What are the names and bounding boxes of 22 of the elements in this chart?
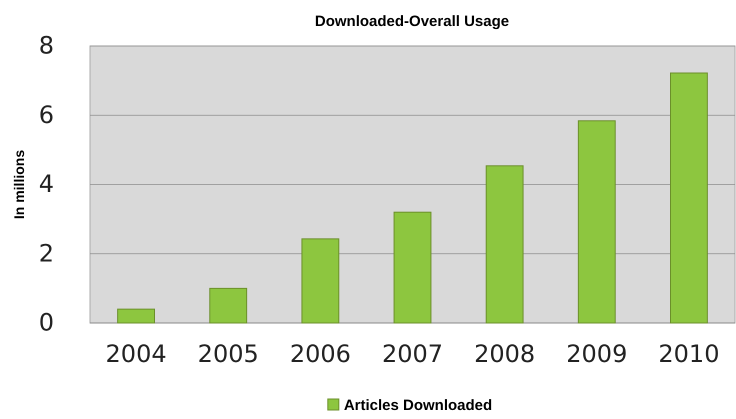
x-tick-label: 2006 — [290, 340, 351, 368]
bar — [578, 120, 616, 324]
x-tick-label: 2009 — [566, 340, 628, 368]
bar — [670, 72, 708, 324]
chart-title: Downloaded-Overall Usage — [314, 13, 510, 30]
bar — [486, 165, 524, 324]
bar — [209, 288, 248, 324]
y-axis-title: In millions — [11, 150, 27, 220]
x-tick-label: 2008 — [474, 340, 536, 368]
x-tick-label: 2004 — [106, 340, 167, 368]
y-tick-label: 2 — [38, 239, 54, 268]
legend-label: Articles Downloaded — [344, 397, 492, 414]
bar — [117, 308, 155, 324]
x-tick-label: 2005 — [198, 340, 259, 368]
y-tick-label: 8 — [38, 32, 54, 60]
bar — [394, 212, 432, 324]
x-tick-label: 2007 — [382, 340, 444, 368]
x-tick-label: 2010 — [658, 340, 720, 368]
y-tick-label: 6 — [38, 100, 54, 129]
bar — [301, 238, 340, 324]
y-tick-label: 4 — [38, 170, 54, 198]
y-tick-label: 0 — [38, 308, 54, 337]
